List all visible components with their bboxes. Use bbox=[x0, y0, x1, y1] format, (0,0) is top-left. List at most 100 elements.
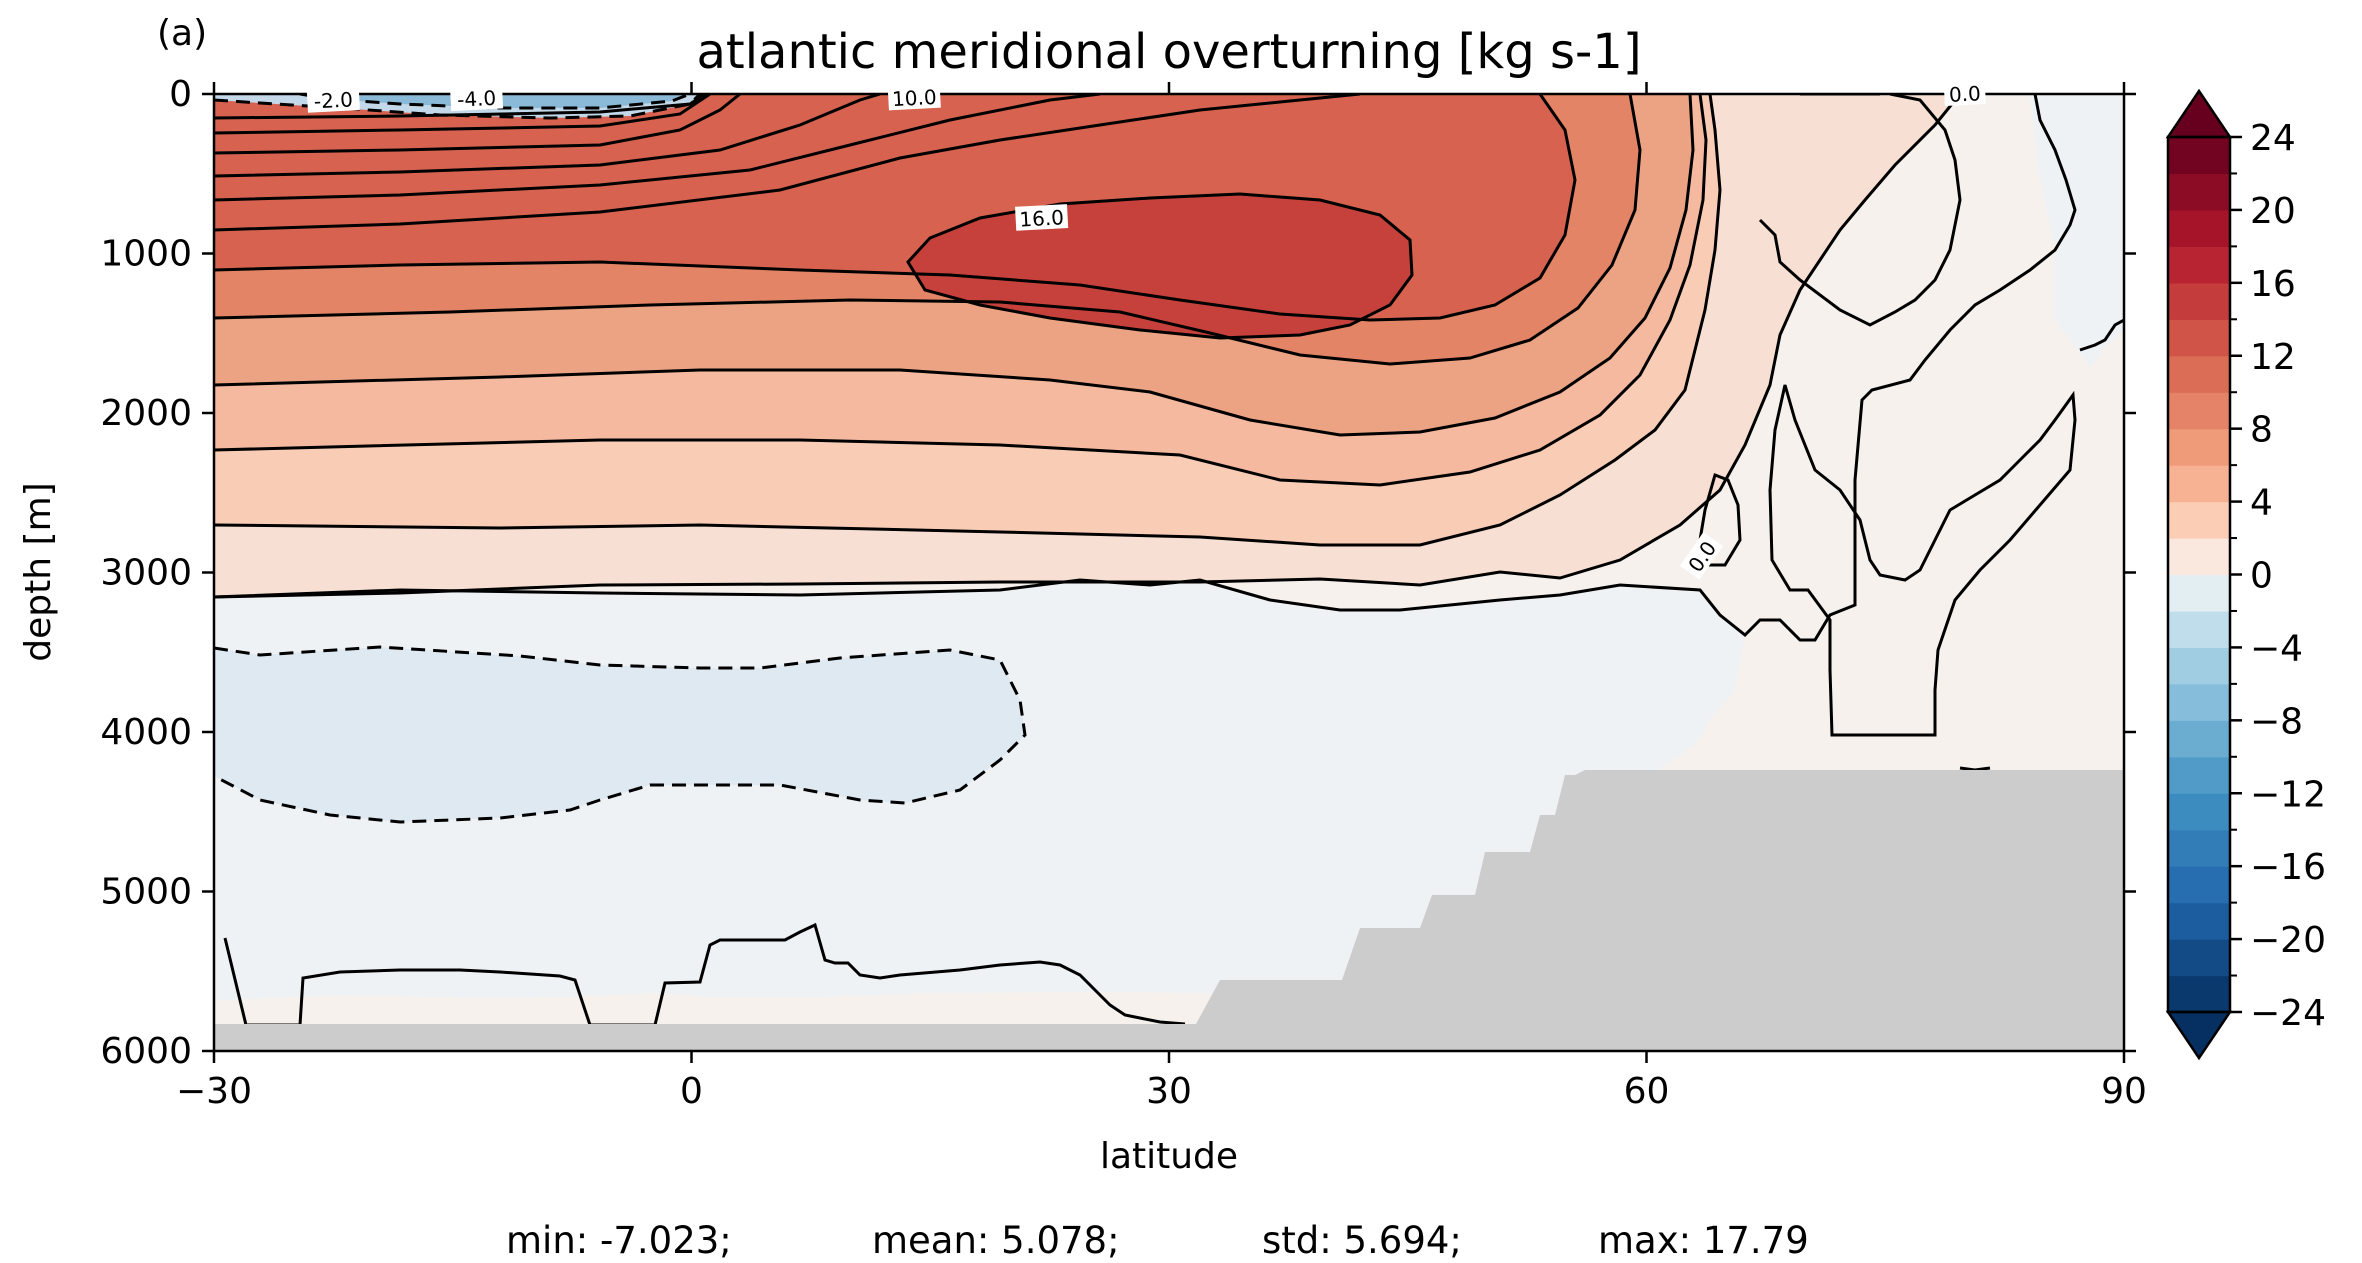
x-tick-label: −30 bbox=[176, 1071, 252, 1112]
contour-label: 16.0 bbox=[1015, 204, 1069, 232]
colorbar-level-swatch bbox=[2168, 428, 2230, 466]
colorbar-level-swatch bbox=[2168, 501, 2230, 539]
colorbar-tick-label: −4 bbox=[2250, 628, 2303, 669]
colorbar-level-swatch bbox=[2168, 683, 2230, 721]
contour-line-extra-d bbox=[214, 94, 741, 155]
contour-fill-weak-negative-north bbox=[2030, 94, 2124, 368]
colorbar-extend-max bbox=[2165, 88, 2233, 139]
contour-label-bg bbox=[1679, 532, 1723, 580]
plot-area bbox=[214, 94, 2124, 1051]
colorbar-tick-label: 16 bbox=[2250, 264, 2296, 305]
contour-label-text: -4.0 bbox=[457, 86, 497, 112]
contour-label: 0.0 bbox=[1943, 79, 1986, 107]
y-tick-label: 3000 bbox=[100, 553, 192, 594]
contour-line-extra-b bbox=[214, 94, 1101, 202]
contour-line-0-north-loop bbox=[1698, 473, 1742, 567]
colorbar-level-swatch bbox=[2168, 465, 2230, 503]
colorbar-tick-label: −12 bbox=[2250, 774, 2326, 815]
colorbar-level-swatch bbox=[2168, 538, 2230, 576]
contour-line-0-arc bbox=[1758, 94, 1962, 327]
panel-label: (a) bbox=[157, 13, 207, 54]
colorbar-level-swatch bbox=[2168, 720, 2230, 758]
contour-line-0-north-box bbox=[1768, 384, 2077, 737]
contour-line-extra-c bbox=[214, 94, 881, 178]
y-axis-label: depth [m] bbox=[18, 482, 59, 661]
colorbar-level-swatch bbox=[2168, 829, 2230, 867]
contour-fill-negative-cell-deep bbox=[214, 647, 1025, 822]
colorbar-tick-label: −24 bbox=[2250, 993, 2326, 1034]
x-tick-label: 90 bbox=[2101, 1071, 2147, 1112]
colorbar-tick-label: 8 bbox=[2250, 410, 2273, 451]
colorbar-level-swatch bbox=[2168, 319, 2230, 357]
contour-label: -2.0 bbox=[306, 86, 360, 113]
contour-line-extra-e bbox=[214, 94, 711, 135]
contour-line-14 bbox=[214, 94, 1577, 322]
y-axis: 0 1000 2000 3000 4000 5000 6000 bbox=[100, 74, 2136, 1072]
contour-line-extra-f bbox=[214, 94, 706, 120]
colorbar-level-swatch bbox=[2168, 282, 2230, 320]
colorbar-level-swatch bbox=[2168, 574, 2230, 612]
x-axis-label: latitude bbox=[1100, 1136, 1238, 1177]
colorbar-level-swatch bbox=[2168, 209, 2230, 247]
colorbar-tick-label: −20 bbox=[2250, 920, 2326, 961]
contour-line-6 bbox=[214, 94, 1722, 547]
contour-line-extra-a bbox=[214, 94, 1361, 232]
contour-label-bg bbox=[449, 84, 504, 112]
y-tick-label: 1000 bbox=[100, 234, 192, 275]
y-tick-label: 2000 bbox=[100, 393, 192, 434]
colorbar-extend-min bbox=[2165, 1010, 2233, 1061]
contour-label-text: 16.0 bbox=[1019, 205, 1065, 231]
x-axis: −30 0 30 60 90 bbox=[176, 82, 2147, 1112]
colorbar: 24 20 16 12 8 4 0 −4 −8 −12 −16 −20 −24 bbox=[2165, 88, 2326, 1061]
x-tick-label: 60 bbox=[1624, 1071, 1670, 1112]
chart-title: atlantic meridional overturning [kg s-1] bbox=[696, 24, 1641, 80]
contour-label-bg bbox=[1015, 204, 1069, 231]
colorbar-tick-label: −16 bbox=[2250, 847, 2326, 888]
colorbar-level-swatch bbox=[2168, 173, 2230, 211]
contour-label-bg bbox=[887, 83, 941, 111]
contour-line-12 bbox=[214, 94, 1642, 366]
y-tick-label: 4000 bbox=[100, 712, 192, 753]
contour-line-10 bbox=[214, 94, 1695, 437]
y-tick-label: 6000 bbox=[100, 1031, 192, 1072]
colorbar-tick-label: 4 bbox=[2250, 483, 2273, 524]
stat-min: min: -7.023; bbox=[506, 1219, 732, 1262]
contour-label: -4.0 bbox=[449, 84, 504, 112]
y-tick-label: 0 bbox=[169, 74, 192, 115]
contour-label-text: 0.0 bbox=[1948, 81, 1981, 107]
contour-line-neg-2-deep bbox=[214, 645, 1027, 824]
contour-labels: 16.010.0-4.0-2.00.00.0 bbox=[306, 79, 1986, 580]
contour-label-text: -2.0 bbox=[313, 87, 353, 113]
contour-line-16 bbox=[906, 192, 1414, 340]
colorbar-level-swatch bbox=[2168, 392, 2230, 430]
contour-line-8 bbox=[214, 94, 1708, 487]
stat-max: max: 17.79 bbox=[1598, 1219, 1809, 1262]
land-mask-northern-topography bbox=[1196, 770, 2124, 1051]
colorbar-level-swatch bbox=[2168, 793, 2230, 831]
colorbar-level-swatch bbox=[2168, 355, 2230, 393]
colorbar-tick-label: 20 bbox=[2250, 191, 2296, 232]
contour-label-bg bbox=[306, 86, 360, 113]
contour-label: 10.0 bbox=[887, 83, 941, 111]
stat-std: std: 5.694; bbox=[1262, 1219, 1462, 1262]
contour-label-bg bbox=[1943, 79, 1986, 107]
contour-lines bbox=[214, 94, 2124, 1027]
x-tick-label: 30 bbox=[1146, 1071, 1192, 1112]
contour-line-0-bottom bbox=[223, 922, 1186, 1027]
colorbar-level-swatch bbox=[2168, 756, 2230, 794]
contour-line-0-north-tail bbox=[2079, 318, 2124, 352]
colorbar-level-swatch bbox=[2168, 975, 2230, 1013]
x-tick-label: 0 bbox=[680, 1071, 703, 1112]
contour-line-neg-2-surface bbox=[214, 94, 702, 120]
colorbar-tick-label: 12 bbox=[2250, 337, 2296, 378]
contour-fill-positive-16 bbox=[908, 194, 1412, 338]
contour-line-4 bbox=[214, 94, 1962, 599]
colorbar-level-swatch bbox=[2168, 610, 2230, 649]
colorbar-level-swatch bbox=[2168, 902, 2230, 940]
contour-label-text: 10.0 bbox=[891, 85, 937, 111]
contour-line-0-main bbox=[214, 94, 2077, 642]
colorbar-level-swatch bbox=[2168, 939, 2230, 977]
colorbar-tick-label: −8 bbox=[2250, 701, 2303, 742]
colorbar-level-swatch bbox=[2168, 246, 2230, 284]
